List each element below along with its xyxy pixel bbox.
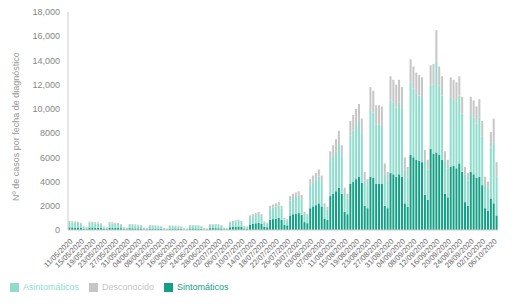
html-text:Desconocido: Desconocido <box>102 282 155 292</box>
svg-text:24/06/2020: 24/06/2020 <box>167 236 201 270</box>
svg-text:06/10/2020: 06/10/2020 <box>466 237 499 270</box>
svg-text:20/09/2020: 20/09/2020 <box>420 236 453 270</box>
svg-text:27/05/2020: 27/05/2020 <box>87 236 121 270</box>
svg-text:23/05/2020: 23/05/2020 <box>76 236 109 270</box>
svg-text:16/09/2020: 16/09/2020 <box>408 236 442 270</box>
svg-text:03/08/2020: 03/08/2020 <box>282 236 316 270</box>
svg-text:30/07/2020: 30/07/2020 <box>271 236 304 270</box>
svg-text:12/09/2020: 12/09/2020 <box>397 236 431 270</box>
svg-text:6000: 6000 <box>40 153 60 163</box>
svg-text:18/07/2020: 18/07/2020 <box>236 236 270 270</box>
svg-text:Nº de casos por fecha de diagn: Nº de casos por fecha de diagnóstico <box>11 52 21 201</box>
svg-text:22/07/2020: 22/07/2020 <box>248 236 281 270</box>
svg-text:10,000: 10,000 <box>32 104 60 114</box>
svg-text:18,000: 18,000 <box>32 7 60 17</box>
svg-text:2000: 2000 <box>40 201 60 211</box>
svg-text:04/06/2020: 04/06/2020 <box>110 236 144 270</box>
svg-text:28/06/2020: 28/06/2020 <box>179 236 213 270</box>
html-text:Asintomáticos: Asintomáticos <box>23 282 79 292</box>
svg-text:02/10/2020: 02/10/2020 <box>454 236 488 270</box>
svg-text:20/06/2020: 20/06/2020 <box>156 236 190 270</box>
svg-text:14/07/2020: 14/07/2020 <box>225 236 259 270</box>
svg-text:16/06/2020: 16/06/2020 <box>144 236 178 270</box>
svg-text:31/08/2020: 31/08/2020 <box>362 236 396 270</box>
svg-text:14,000: 14,000 <box>32 56 60 66</box>
svg-text:10/07/2020: 10/07/2020 <box>213 236 247 270</box>
html-text:Sintomáticos: Sintomáticos <box>177 282 229 292</box>
svg-text:07/08/2020: 07/08/2020 <box>294 236 327 270</box>
svg-text:19/08/2020: 19/08/2020 <box>328 236 362 270</box>
svg-text:23/08/2020: 23/08/2020 <box>339 236 373 270</box>
svg-text:11/08/2020: 11/08/2020 <box>305 236 339 270</box>
svg-text:04/09/2020: 04/09/2020 <box>374 236 408 270</box>
svg-text:15/05/2020: 15/05/2020 <box>53 236 87 270</box>
svg-text:4000: 4000 <box>40 177 60 187</box>
svg-text:08/06/2020: 08/06/2020 <box>122 236 155 270</box>
svg-text:06/07/2020: 06/07/2020 <box>202 236 236 270</box>
svg-text:02/07/2020: 02/07/2020 <box>190 236 224 270</box>
svg-text:12/06/2020: 12/06/2020 <box>133 236 167 270</box>
svg-text:24/09/2020: 24/09/2020 <box>431 236 465 270</box>
svg-text:0: 0 <box>55 225 60 235</box>
svg-text:27/08/2020: 27/08/2020 <box>351 236 385 270</box>
svg-text:16,000: 16,000 <box>32 31 60 41</box>
svg-text:08/09/2020: 08/09/2020 <box>385 236 419 270</box>
svg-text:11/05/2020: 11/05/2020 <box>42 236 75 270</box>
svg-text:8000: 8000 <box>40 128 60 138</box>
svg-text:31/05/2020: 31/05/2020 <box>99 236 132 270</box>
svg-text:12,000: 12,000 <box>32 80 60 90</box>
svg-text:19/05/2020: 19/05/2020 <box>64 236 98 270</box>
svg-text:26/07/2020: 26/07/2020 <box>259 236 293 270</box>
svg-text:15/08/2020: 15/08/2020 <box>316 236 350 270</box>
svg-text:28/09/2020: 28/09/2020 <box>443 236 476 270</box>
